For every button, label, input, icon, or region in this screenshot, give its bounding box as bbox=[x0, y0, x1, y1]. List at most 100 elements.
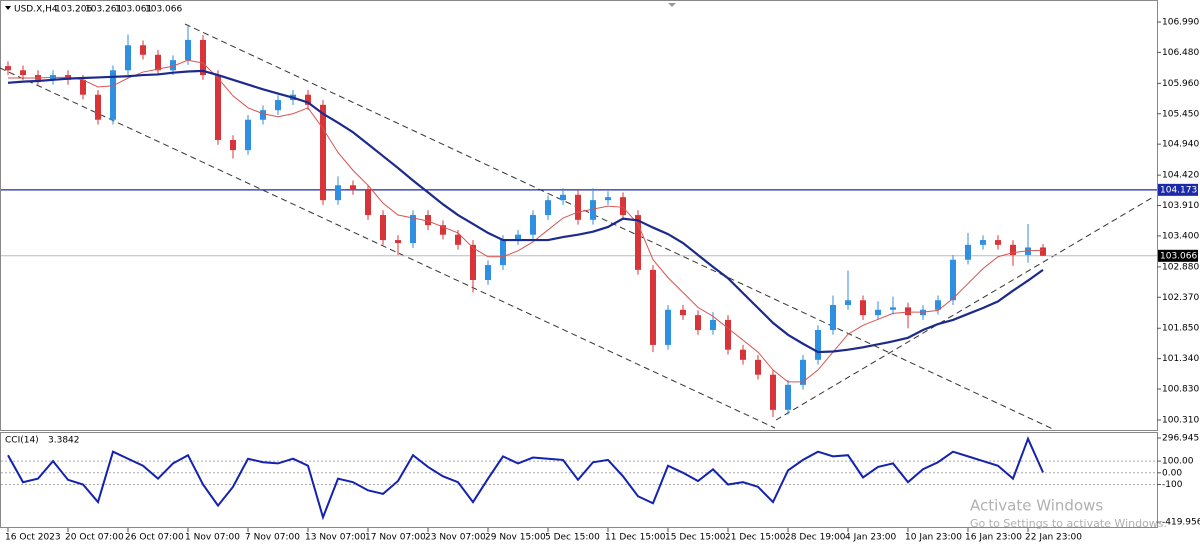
price-pane-frame bbox=[0, 0, 1158, 431]
candle-body bbox=[620, 197, 626, 216]
candle-body bbox=[800, 359, 806, 385]
cci-title: CCI(14) bbox=[5, 436, 39, 446]
y-tick-label: 102.370 bbox=[1162, 293, 1199, 303]
candle-body bbox=[215, 75, 221, 140]
last-price-box bbox=[1158, 249, 1198, 262]
candle-body bbox=[470, 244, 476, 280]
x-tick-label: 28 Dec 19:00 bbox=[785, 533, 846, 543]
candle-body bbox=[485, 265, 491, 280]
candle-body bbox=[875, 309, 881, 316]
candle-body bbox=[440, 225, 446, 235]
y-tick-label: -100 bbox=[1162, 480, 1183, 490]
candle-body bbox=[665, 309, 671, 345]
candle-body bbox=[335, 185, 341, 201]
candle-body bbox=[530, 215, 536, 235]
x-tick-label: 21 Dec 15:00 bbox=[725, 533, 786, 543]
candle-body bbox=[710, 319, 716, 331]
candle-body bbox=[170, 60, 176, 71]
y-tick-label: 106.990 bbox=[1162, 18, 1199, 28]
candle-body bbox=[950, 259, 956, 301]
last-price-label: 103.066 bbox=[1160, 251, 1197, 261]
trend-line bbox=[775, 195, 1156, 421]
y-tick-label: 104.420 bbox=[1162, 171, 1199, 181]
candle-body bbox=[185, 39, 191, 61]
candle-body bbox=[905, 307, 911, 316]
y-tick-label: 100.310 bbox=[1162, 415, 1199, 425]
watermark-subtitle: Go to Settings to activate Windows. bbox=[970, 517, 1167, 530]
candle-body bbox=[80, 79, 86, 95]
candle-body bbox=[680, 309, 686, 316]
y-tick-label: 100.00 bbox=[1162, 457, 1194, 467]
candle-body bbox=[200, 39, 206, 76]
ohlc-close: 103.066 bbox=[145, 5, 182, 15]
x-tick-label: 11 Dec 15:00 bbox=[605, 533, 666, 543]
x-tick-label: 26 Oct 07:00 bbox=[125, 533, 184, 543]
pane-marker bbox=[668, 3, 676, 7]
x-tick-label: 17 Nov 07:00 bbox=[365, 533, 426, 543]
candle-body bbox=[1010, 244, 1016, 255]
candle-body bbox=[110, 70, 116, 120]
channel-lower bbox=[0, 67, 776, 429]
candle-body bbox=[635, 215, 641, 270]
candle-body bbox=[275, 100, 281, 111]
candle-body bbox=[1040, 247, 1046, 256]
candle-body bbox=[815, 330, 821, 360]
candle-body bbox=[305, 94, 311, 105]
moving-average bbox=[8, 59, 1044, 383]
ohlc-open: 103.206 bbox=[55, 5, 92, 15]
x-tick-label: 23 Nov 07:00 bbox=[425, 533, 486, 543]
symbol-label: USD.X,H4 bbox=[14, 5, 58, 15]
candle-body bbox=[755, 359, 761, 375]
x-tick-label: 5 Dec 15:00 bbox=[545, 533, 600, 543]
candle-body bbox=[545, 200, 551, 216]
x-tick-label: 7 Nov 07:00 bbox=[245, 533, 300, 543]
candle-body bbox=[860, 300, 866, 316]
candle-body bbox=[20, 70, 26, 76]
x-tick-label: 4 Jan 23:00 bbox=[845, 533, 897, 543]
ohlc-high: 103.261 bbox=[85, 5, 122, 15]
candle-body bbox=[95, 94, 101, 120]
x-tick-label: 16 Jan 23:00 bbox=[965, 533, 1022, 543]
candle-body bbox=[590, 200, 596, 220]
candle-body bbox=[740, 349, 746, 360]
candle-body bbox=[770, 374, 776, 410]
candle-body bbox=[230, 139, 236, 151]
candle-body bbox=[695, 315, 701, 331]
x-tick-label: 20 Oct 07:00 bbox=[65, 533, 124, 543]
channel-upper bbox=[184, 23, 1056, 431]
candle-body bbox=[245, 119, 251, 151]
candle-body bbox=[395, 240, 401, 244]
x-tick-label: 16 Oct 2023 bbox=[5, 533, 61, 543]
candle-body bbox=[380, 215, 386, 241]
y-tick-label: 103.910 bbox=[1162, 201, 1199, 211]
x-tick-label: 29 Nov 15:00 bbox=[485, 533, 546, 543]
y-tick-label: 103.400 bbox=[1162, 231, 1199, 241]
candle-body bbox=[365, 190, 371, 216]
candle-body bbox=[725, 319, 731, 350]
x-tick-label: 15 Dec 15:00 bbox=[665, 533, 726, 543]
y-tick-label: 101.850 bbox=[1162, 324, 1199, 334]
y-tick-label: 106.480 bbox=[1162, 48, 1199, 58]
y-tick-label: 100.830 bbox=[1162, 385, 1199, 395]
y-tick-label: 0.00 bbox=[1162, 468, 1182, 478]
y-tick-label: 105.450 bbox=[1162, 109, 1199, 119]
candle-body bbox=[575, 194, 581, 220]
candle-body bbox=[935, 300, 941, 310]
candle-body bbox=[5, 66, 11, 71]
cci-value: 3.3842 bbox=[48, 436, 80, 446]
candle-body bbox=[350, 185, 356, 191]
candle-body bbox=[995, 240, 1001, 245]
y-tick-label: 101.340 bbox=[1162, 354, 1199, 364]
x-tick-label: 1 Nov 07:00 bbox=[185, 533, 240, 543]
candle-body bbox=[965, 244, 971, 260]
y-tick-label: 104.940 bbox=[1162, 140, 1199, 150]
candle-body bbox=[455, 234, 461, 245]
candle-body bbox=[410, 215, 416, 244]
level-label: 104.173 bbox=[1160, 185, 1197, 195]
cci-pane-frame bbox=[0, 432, 1158, 528]
candle-body bbox=[140, 45, 146, 55]
y-tick-label: 296.9452 bbox=[1162, 434, 1200, 444]
y-tick-label: 102.880 bbox=[1162, 262, 1199, 272]
candle-body bbox=[500, 240, 506, 266]
watermark-title: Activate Windows bbox=[970, 497, 1103, 515]
